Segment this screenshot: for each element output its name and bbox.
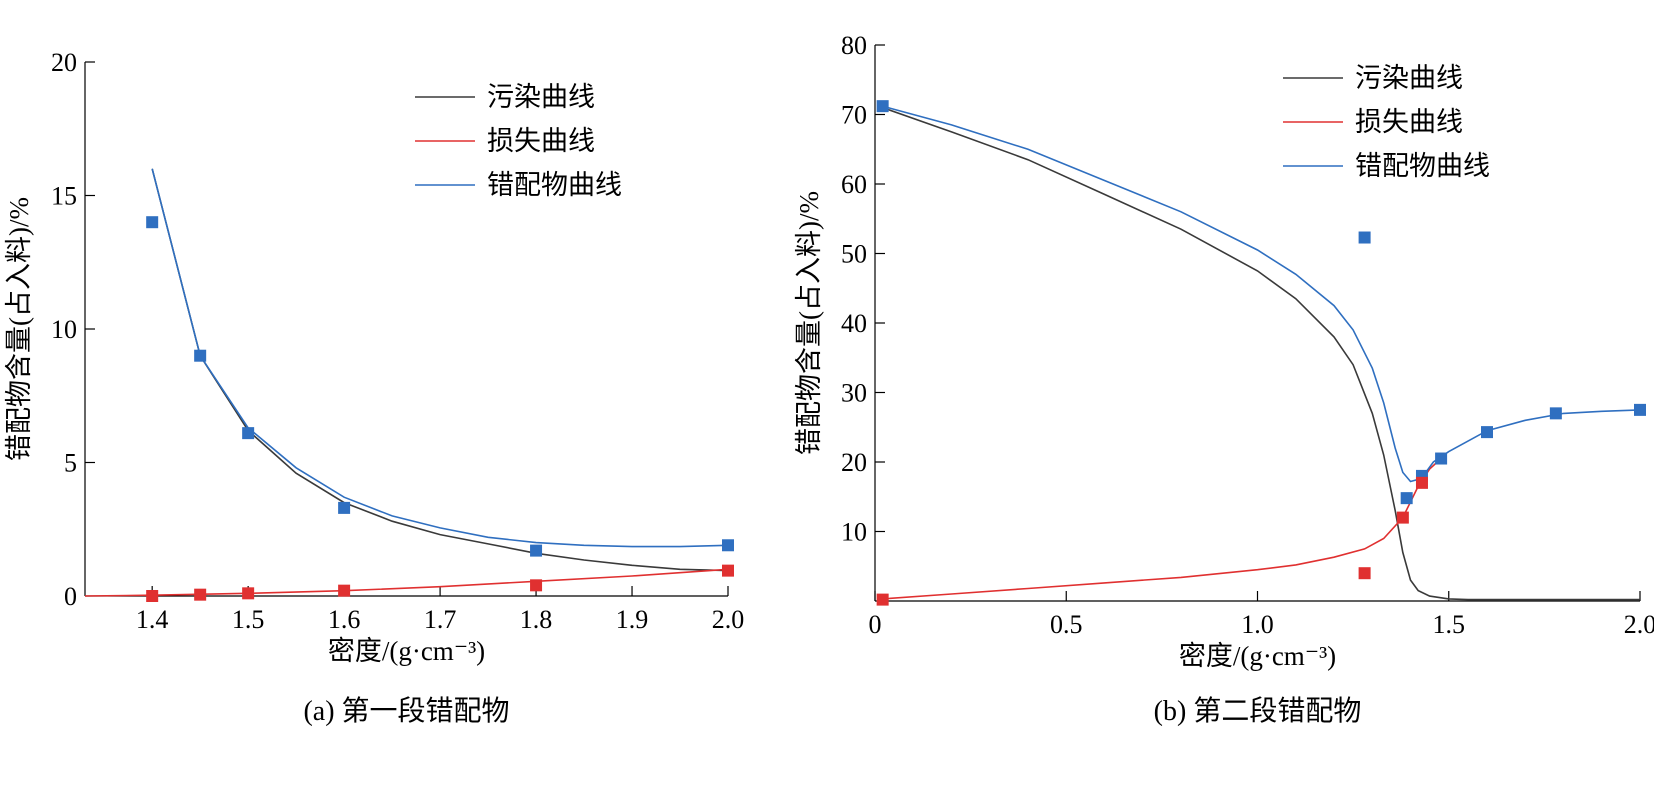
data-point [876, 100, 889, 113]
data-point [1400, 492, 1413, 505]
data-point [1634, 403, 1646, 416]
data-point [530, 579, 543, 592]
data-point [1358, 231, 1371, 244]
x-tick-label: 0 [869, 610, 882, 639]
chart-caption: (a) 第一段错配物 [303, 695, 509, 727]
y-tick-label: 80 [841, 31, 867, 60]
chart-caption: (b) 第二段错配物 [1154, 695, 1362, 727]
x-tick-label: 2.0 [1624, 610, 1654, 639]
x-tick-label: 0.5 [1050, 610, 1083, 639]
y-tick-label: 10 [51, 315, 77, 344]
data-point [530, 544, 543, 557]
legend-label: 污染曲线 [1355, 63, 1463, 93]
data-point [1415, 476, 1428, 489]
series-line-3 [151, 168, 729, 548]
y-tick-label: 5 [64, 449, 77, 478]
chart-a-first-stage: 0 5 10 15 20 1.4 1.5 1.6 1.7 1.8 1.9 2.0 密度/(g·cm⁻³)… [4, 48, 744, 727]
y-tick-label: 0 [64, 582, 77, 611]
legend-label: 错配物曲线 [487, 170, 622, 200]
data-point [146, 216, 159, 229]
x-tick-label: 1.9 [616, 605, 649, 634]
data-point [242, 427, 255, 440]
data-point [338, 584, 351, 597]
x-tick-label: 1.5 [1433, 610, 1466, 639]
data-point [1435, 452, 1448, 465]
data-point [1358, 567, 1371, 580]
data-point [194, 588, 207, 601]
data-point [876, 593, 889, 606]
y-tick-label: 30 [841, 379, 867, 408]
chart-b-second-stage: 10 20 30 40 50 60 70 80 0 0.5 1.0 1.5 2.0 密度/(g·cm⁻³)… [794, 31, 1654, 727]
x-tick-label: 1.7 [424, 605, 457, 634]
series-line-2 [84, 568, 729, 597]
y-tick-label: 20 [51, 48, 77, 77]
data-point [194, 349, 207, 362]
y-axis-label: 错配物含量(占入料)/% [4, 197, 34, 461]
y-tick-label: 10 [841, 518, 867, 547]
x-tick-label: 1.5 [232, 605, 265, 634]
x-tick-label: 1.6 [328, 605, 361, 634]
data-point [1396, 511, 1409, 524]
x-tick-label: 1.8 [520, 605, 553, 634]
y-tick-label: 20 [841, 448, 867, 477]
x-tick-label: 1.4 [136, 605, 169, 634]
series-line-2 [882, 457, 1442, 600]
x-tick-label: 1.0 [1241, 610, 1274, 639]
legend-label: 损失曲线 [487, 126, 595, 156]
data-point [722, 564, 734, 577]
y-tick-label: 50 [841, 240, 867, 269]
y-tick-label: 60 [841, 170, 867, 199]
data-point [1481, 426, 1493, 439]
data-point [242, 587, 255, 600]
x-axis-label: 密度/(g·cm⁻³) [1179, 641, 1336, 671]
data-point [722, 539, 734, 552]
legend-label: 损失曲线 [1355, 107, 1463, 137]
series-line-1 [882, 106, 1640, 601]
series-line-3 [882, 105, 1641, 483]
y-tick-label: 40 [841, 309, 867, 338]
y-tick-label: 15 [51, 182, 77, 211]
data-point [146, 590, 159, 602]
legend-label: 污染曲线 [487, 82, 595, 112]
data-point [338, 501, 351, 514]
data-point [1549, 407, 1562, 420]
legend-label: 错配物曲线 [1355, 151, 1490, 181]
series-line-1 [151, 168, 729, 572]
x-axis-label: 密度/(g·cm⁻³) [328, 636, 485, 666]
x-tick-label: 2.0 [712, 605, 745, 634]
y-tick-label: 70 [841, 101, 867, 130]
y-axis-label: 错配物含量(占入料)/% [794, 191, 824, 455]
